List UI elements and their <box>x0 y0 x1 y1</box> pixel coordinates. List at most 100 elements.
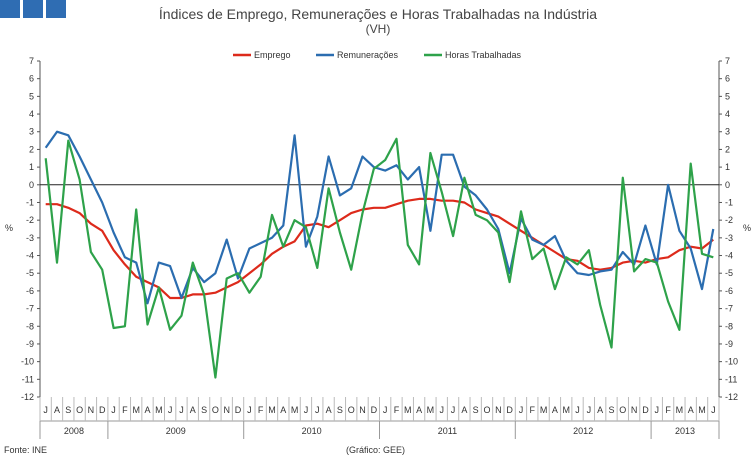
x-tick-label-month: M <box>155 405 163 415</box>
y-tick-label-left: -10 <box>21 357 34 367</box>
logo-square-icon <box>46 0 66 18</box>
y-tick-label-left: -2 <box>26 215 34 225</box>
x-tick-label-month: F <box>665 405 671 415</box>
ine-logo <box>0 0 66 18</box>
x-tick-label-year: 2013 <box>675 426 695 436</box>
y-tick-label-right: -8 <box>725 321 733 331</box>
x-tick-label-month: S <box>201 405 207 415</box>
y-tick-label-right: -5 <box>725 268 733 278</box>
x-tick-label-month: J <box>304 405 309 415</box>
series-line-horas-trabalhadas <box>44 137 714 379</box>
y-tick-label-left: -3 <box>26 233 34 243</box>
x-tick-label-month: M <box>268 405 276 415</box>
y-tick-label-left: 0 <box>29 180 34 190</box>
y-tick-label-left: 6 <box>29 74 34 84</box>
x-tick-label-month: N <box>631 405 638 415</box>
x-tick-label-month: A <box>416 405 422 415</box>
y-tick-label-left: 7 <box>29 56 34 66</box>
x-tick-label-month: N <box>88 405 95 415</box>
x-tick-label-year: 2010 <box>302 426 322 436</box>
y-tick-label-right: 3 <box>725 127 730 137</box>
y-tick-label-right: -2 <box>725 215 733 225</box>
x-tick-label-month: A <box>190 405 196 415</box>
y-tick-label-right: -4 <box>725 251 733 261</box>
source-note: Fonte: INE <box>4 445 48 455</box>
y-axis-label-left: % <box>5 223 13 233</box>
x-tick-label-year: 2008 <box>64 426 84 436</box>
x-tick-label-month: J <box>43 405 48 415</box>
y-tick-label-left: -8 <box>26 321 34 331</box>
x-tick-label-month: O <box>212 405 219 415</box>
y-tick-label-left: 1 <box>29 162 34 172</box>
y-tick-label-left: -4 <box>26 251 34 261</box>
y-tick-label-right: -9 <box>725 339 733 349</box>
series-line-remuneracoes <box>44 130 715 305</box>
logo-square-icon <box>23 0 43 18</box>
x-tick-label-month: O <box>619 405 626 415</box>
y-tick-label-left: 3 <box>29 127 34 137</box>
y-tick-label-right: 2 <box>725 144 730 154</box>
x-tick-label-month: S <box>608 405 614 415</box>
x-tick-label-month: A <box>326 405 332 415</box>
x-tick-label-month: J <box>587 405 592 415</box>
y-tick-label-left: -1 <box>26 197 34 207</box>
x-tick-label-month: J <box>168 405 173 415</box>
x-tick-label-month: J <box>179 405 184 415</box>
x-tick-label-month: M <box>404 405 412 415</box>
x-tick-label-month: D <box>235 405 242 415</box>
y-tick-label-right: -7 <box>725 304 733 314</box>
y-tick-label-left: 4 <box>29 109 34 119</box>
y-tick-label-left: 5 <box>29 91 34 101</box>
x-tick-label-month: S <box>65 405 71 415</box>
x-tick-label-month: S <box>337 405 343 415</box>
x-tick-label-year: 2012 <box>573 426 593 436</box>
x-tick-label-month: N <box>359 405 366 415</box>
y-axis-label-right: % <box>743 223 751 233</box>
y-tick-label-right: 4 <box>725 109 730 119</box>
series-line-emprego <box>45 197 714 300</box>
x-tick-label-month: M <box>698 405 706 415</box>
credit-note: (Gráfico: GEE) <box>346 445 406 455</box>
x-tick-label-month: M <box>676 405 684 415</box>
chart-subtitle: (VH) <box>365 22 391 36</box>
x-tick-label-month: J <box>711 405 716 415</box>
x-tick-label-month: A <box>552 405 558 415</box>
x-tick-label-month: A <box>597 405 603 415</box>
x-tick-label-month: M <box>562 405 570 415</box>
x-tick-label-month: M <box>132 405 140 415</box>
x-tick-label-month: J <box>575 405 580 415</box>
y-tick-label-right: -1 <box>725 197 733 207</box>
y-tick-label-right: -6 <box>725 286 733 296</box>
y-tick-label-right: -3 <box>725 233 733 243</box>
x-tick-label-month: M <box>427 405 435 415</box>
y-tick-label-right: -10 <box>725 357 738 367</box>
x-tick-label-month: D <box>642 405 649 415</box>
x-tick-label-month: F <box>258 405 264 415</box>
chart-title: Índices de Emprego, Remunerações e Horas… <box>158 6 598 22</box>
x-tick-label-month: O <box>348 405 355 415</box>
y-tick-label-left: -7 <box>26 304 34 314</box>
x-tick-label-month: J <box>111 405 116 415</box>
x-tick-label-month: J <box>247 405 252 415</box>
y-tick-label-right: -12 <box>725 392 738 402</box>
x-tick-label-month: O <box>76 405 83 415</box>
x-tick-label-month: A <box>688 405 694 415</box>
x-tick-label-month: F <box>394 405 400 415</box>
x-tick-label-year: 2009 <box>166 426 186 436</box>
y-tick-label-left: -11 <box>22 374 34 384</box>
x-tick-label-month: A <box>54 405 60 415</box>
y-tick-label-right: -11 <box>725 374 737 384</box>
x-tick-label-month: J <box>655 405 660 415</box>
legend-label: Horas Trabalhadas <box>445 50 522 60</box>
y-tick-label-right: 7 <box>725 56 730 66</box>
y-tick-label-left: 2 <box>29 144 34 154</box>
x-tick-label-month: A <box>461 405 467 415</box>
x-tick-label-month: F <box>530 405 536 415</box>
x-tick-label-month: O <box>484 405 491 415</box>
x-tick-label-month: N <box>223 405 230 415</box>
x-tick-label-month: D <box>506 405 513 415</box>
y-tick-label-left: -5 <box>26 268 34 278</box>
x-tick-label-month: J <box>383 405 388 415</box>
legend-label: Remunerações <box>337 50 399 60</box>
